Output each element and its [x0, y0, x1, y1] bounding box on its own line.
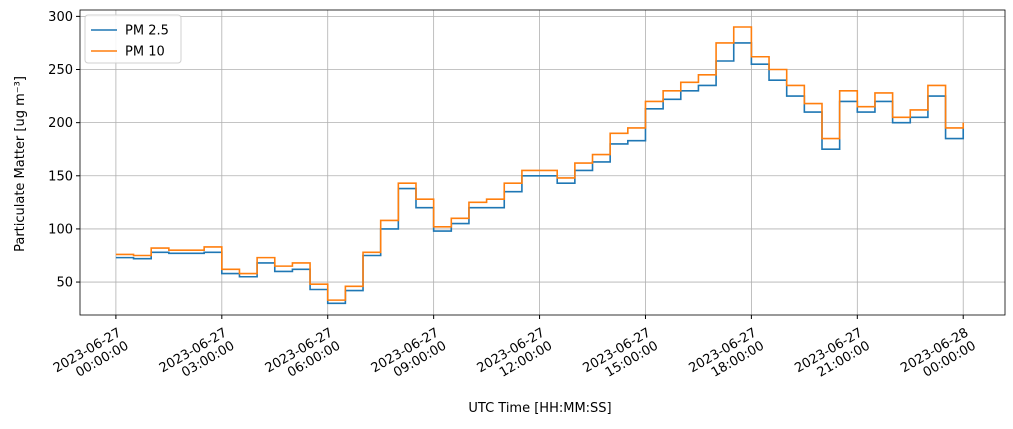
x-tick-label: 2023-06-2703:00:00: [157, 325, 237, 389]
y-tick-label: 100: [48, 222, 73, 237]
data-line: [115, 26, 965, 301]
x-tick-label: 2023-06-2706:00:00: [263, 325, 343, 389]
x-axis-label: UTC Time [HH:MM:SS]: [468, 401, 611, 416]
x-tick-label: 2023-06-2800:00:00: [898, 325, 978, 389]
x-tick-label: 2023-06-2700:00:00: [51, 325, 131, 389]
x-tick-label: 2023-06-2721:00:00: [792, 325, 872, 389]
x-tick-label: 2023-06-2718:00:00: [686, 325, 766, 389]
legend-label: PM 2.5: [125, 24, 169, 39]
x-tick-label: 2023-06-2712:00:00: [475, 325, 555, 389]
legend-label: PM 10: [125, 45, 165, 60]
y-tick-label: 150: [48, 169, 73, 184]
y-tick-label: 250: [48, 63, 73, 78]
y-tick-label: 200: [48, 116, 73, 131]
data-line: [115, 42, 965, 305]
y-tick-label: 300: [48, 10, 73, 25]
plot-frame: [79, 9, 1006, 316]
x-tick-label: 2023-06-2715:00:00: [581, 325, 661, 389]
x-tick-label: 2023-06-2709:00:00: [369, 325, 449, 389]
y-tick-label: 50: [56, 276, 73, 291]
y-axis-label: Particulate Matter [ug m⁻³]: [13, 76, 28, 252]
